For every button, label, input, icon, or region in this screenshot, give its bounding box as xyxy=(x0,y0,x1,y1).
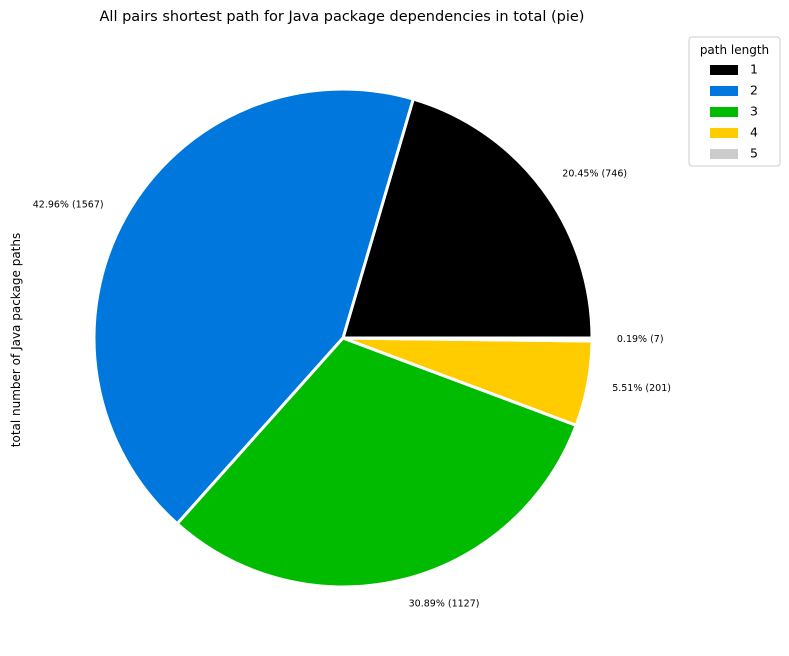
legend-swatch-3 xyxy=(710,107,738,117)
legend-label-4: 4 xyxy=(750,125,758,140)
pie-slices xyxy=(92,87,594,589)
slice-label-4: 5.51% (201) xyxy=(612,383,671,394)
pie-slice-1 xyxy=(341,97,594,340)
slice-label-1: 20.45% (746) xyxy=(562,168,627,179)
pie-slice-5 xyxy=(341,336,594,343)
legend-items: 1 2 3 4 5 xyxy=(710,62,758,161)
legend-swatch-5 xyxy=(710,149,738,159)
slice-label-3: 30.89% (1127) xyxy=(409,598,480,609)
slice-label-2: 42.96% (1567) xyxy=(33,199,104,210)
legend-swatch-1 xyxy=(710,65,738,75)
pie-slice-3 xyxy=(175,336,578,589)
chart-title: All pairs shortest path for Java package… xyxy=(100,9,585,25)
y-axis-label: total number of Java package paths xyxy=(9,233,23,447)
legend-swatch-4 xyxy=(710,128,738,138)
legend-label-2: 2 xyxy=(750,83,758,98)
legend-label-3: 3 xyxy=(750,104,758,119)
legend-swatch-2 xyxy=(710,86,738,96)
slice-labels: 20.45% (746) 42.96% (1567) 30.89% (1127) 5.… xyxy=(33,168,671,609)
slice-label-5: 0.19% (7) xyxy=(617,334,664,345)
pie-slice-2 xyxy=(92,87,415,526)
legend: path length 1 2 3 4 5 xyxy=(688,36,781,167)
legend-label-1: 1 xyxy=(750,62,758,77)
legend-label-5: 5 xyxy=(750,146,758,161)
legend-title: path length xyxy=(700,43,769,57)
